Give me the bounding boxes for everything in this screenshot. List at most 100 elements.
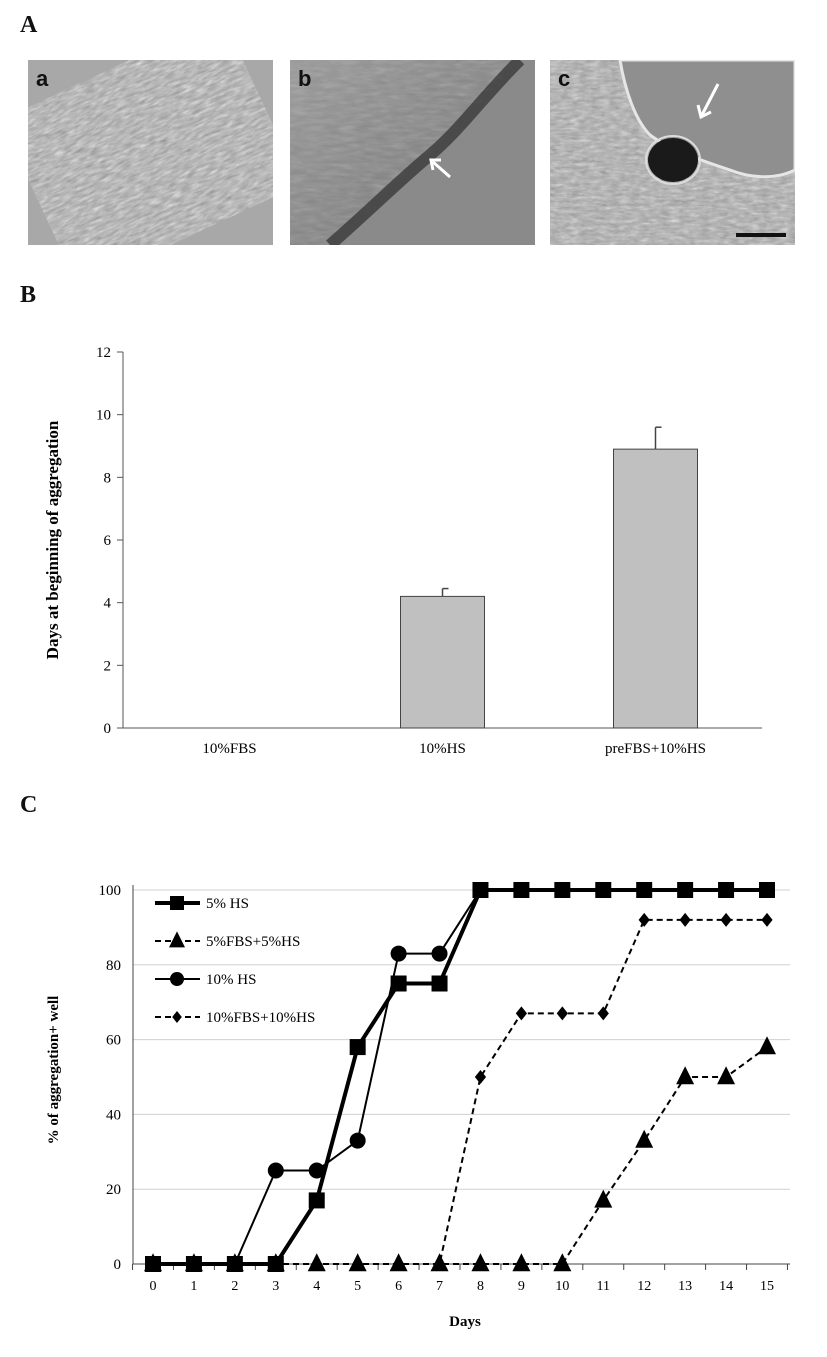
marker-triangle (594, 1189, 613, 1208)
micrograph-b-image (290, 60, 535, 245)
marker-circle (718, 882, 735, 898)
legend-item: 10% HS (155, 972, 256, 988)
marker-triangle (471, 1253, 490, 1272)
marker-triangle (512, 1253, 531, 1272)
arrow-icon (696, 83, 720, 120)
marker-diamond (311, 1257, 323, 1271)
micrograph-label-a: a (36, 66, 49, 91)
line-chart-xtick-label: 5 (354, 1279, 361, 1294)
line-chart: % of aggregation+ well Days 020406080100… (46, 882, 790, 1330)
panel-letter-a: A (20, 12, 38, 38)
marker-diamond (352, 1257, 364, 1271)
bar-chart-ytick-label: 12 (96, 345, 111, 361)
series-line (153, 918, 767, 1265)
marker-triangle (169, 931, 185, 948)
micrograph-label-c: c (558, 66, 571, 91)
marker-triangle (758, 1036, 776, 1055)
marker-circle (595, 882, 612, 898)
micrograph-c: c (550, 60, 795, 245)
marker-diamond (556, 1006, 568, 1021)
line-chart-xtick-label: 7 (436, 1279, 443, 1294)
micrograph-a: a (28, 60, 273, 245)
bar-chart-category-label: 10%FBS (202, 741, 256, 757)
marker-circle (170, 972, 184, 986)
marker-square (170, 896, 184, 910)
line-chart-xtick-label: 4 (313, 1279, 320, 1294)
marker-circle (472, 882, 489, 898)
marker-diamond (597, 1006, 609, 1021)
legend-label: 10%FBS+10%HS (206, 1010, 315, 1026)
marker-diamond (433, 1257, 446, 1271)
series-triangle (144, 1036, 776, 1272)
line-chart-xtick-label: 3 (272, 1279, 279, 1294)
line-chart-xtick-label: 13 (678, 1279, 692, 1294)
marker-triangle (635, 1129, 654, 1148)
marker-diamond (679, 912, 691, 927)
marker-diamond (474, 1070, 487, 1084)
marker-diamond (188, 1257, 200, 1271)
marker-diamond (147, 1257, 159, 1271)
line-chart-xtick-label: 11 (597, 1279, 610, 1294)
series-line (153, 1046, 768, 1265)
bar-chart: Days at beginning of aggregation 0 2 4 6 8 10… (43, 345, 762, 757)
marker-circle (554, 882, 571, 898)
micrograph-a-image (28, 60, 273, 245)
line-chart-ytick-label: 20 (106, 1182, 121, 1198)
marker-circle (390, 945, 407, 962)
bar-chart-ylabel: Days at beginning of aggregation (43, 420, 62, 659)
marker-circle (677, 882, 694, 898)
line-chart-ytick-label: 60 (106, 1033, 121, 1049)
marker-diamond (172, 1011, 182, 1023)
marker-diamond (761, 912, 773, 927)
line-chart-ytick-label: 80 (106, 958, 121, 974)
marker-circle (431, 945, 448, 962)
line-chart-xtick-label: 14 (719, 1279, 733, 1294)
bar-chart-ytick-label: 8 (104, 470, 112, 486)
line-chart-ylabel: % of aggregation+ well (46, 996, 62, 1145)
line-chart-ytick-label: 40 (106, 1107, 121, 1123)
series-circle (145, 882, 775, 1272)
marker-diamond (515, 1006, 527, 1021)
legend-label: 5% HS (206, 896, 249, 912)
legend-item: 5%FBS+5%HS (155, 931, 300, 950)
marker-circle (267, 1162, 284, 1179)
marker-diamond (270, 1257, 282, 1271)
marker-square (431, 975, 448, 992)
marker-diamond (393, 1257, 405, 1271)
series-diamond (147, 912, 773, 1271)
micrograph-label-b: b (298, 66, 312, 91)
marker-circle (636, 882, 653, 898)
legend-label: 5%FBS+5%HS (206, 934, 300, 950)
bar-chart-ytick-label: 6 (104, 533, 112, 549)
line-chart-xtick-label: 8 (477, 1279, 484, 1294)
line-chart-xtick-label: 6 (395, 1279, 402, 1294)
bar (613, 448, 698, 729)
bar-chart-ytick-label: 2 (104, 658, 112, 674)
marker-square (349, 1039, 366, 1056)
panel-letter-c: C (20, 792, 38, 818)
legend-item: 10%FBS+10%HS (155, 1010, 315, 1026)
line-chart-xtick-label: 2 (231, 1279, 238, 1294)
line-chart-xtick-label: 10 (555, 1279, 569, 1294)
line-chart-xtick-label: 15 (760, 1279, 774, 1294)
bar-chart-ytick-label: 0 (104, 721, 112, 737)
bar-chart-ytick-label: 4 (104, 596, 112, 612)
line-chart-xtick-label: 9 (518, 1279, 525, 1294)
line-chart-xtick-label: 12 (637, 1279, 651, 1294)
bar (400, 595, 485, 729)
legend-item: 5% HS (155, 896, 249, 912)
legend-label: 10% HS (206, 972, 256, 988)
arrow-icon (429, 158, 451, 179)
panel-letter-b: B (20, 282, 37, 308)
marker-circle (759, 882, 775, 898)
bar-chart-ytick-label: 10 (96, 408, 111, 424)
scale-bar (736, 233, 786, 237)
marker-triangle (676, 1066, 695, 1085)
marker-diamond (720, 912, 732, 927)
marker-circle (513, 882, 530, 898)
marker-diamond (229, 1257, 241, 1271)
micrograph-b: b (290, 60, 535, 245)
bar-chart-category-label: preFBS+10%HS (605, 741, 706, 757)
marker-diamond (638, 912, 650, 927)
line-chart-ytick-label: 0 (114, 1257, 122, 1273)
